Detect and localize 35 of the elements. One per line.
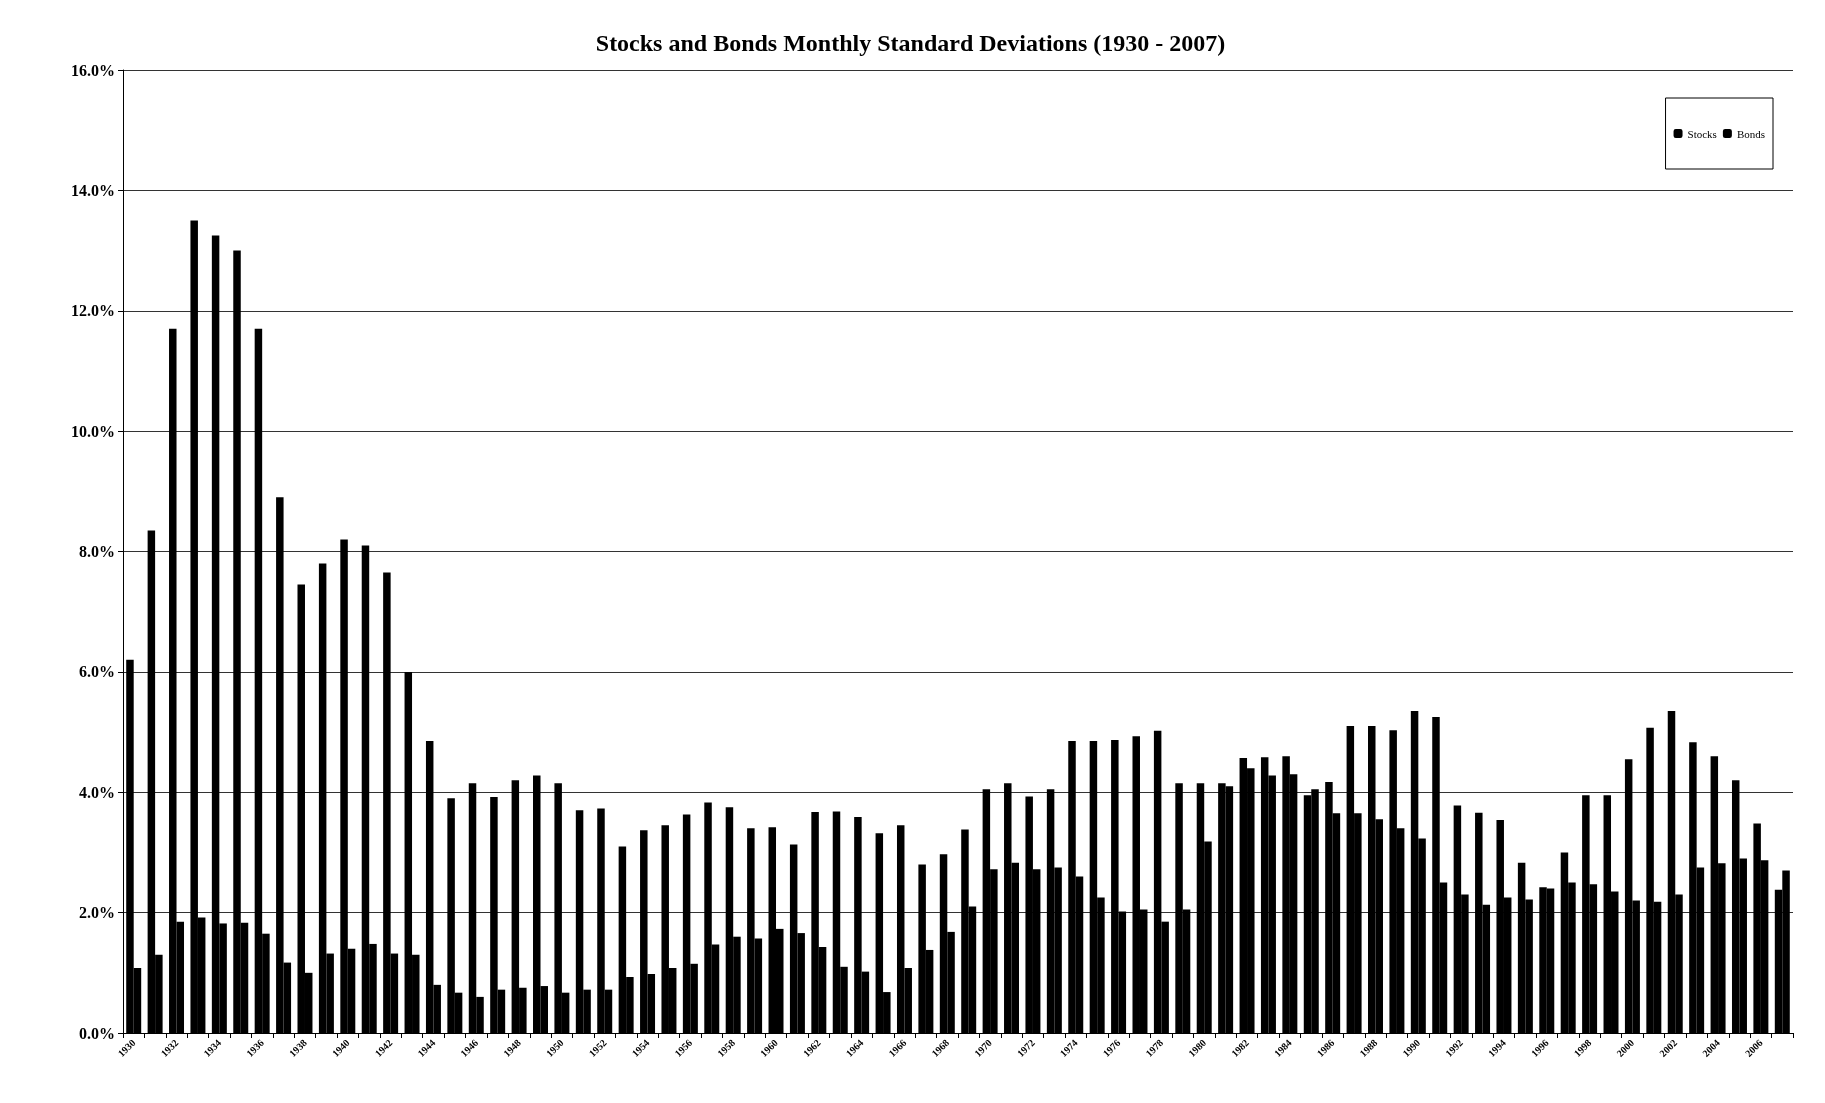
x-tick-label: 1980	[1186, 1037, 1209, 1060]
x-tick-label: 1972	[1014, 1037, 1037, 1060]
x-tick-label: 1986	[1314, 1037, 1337, 1060]
x-tick-label: 1966	[886, 1037, 909, 1060]
x-tick-label: 1988	[1357, 1037, 1380, 1060]
y-tick-label: 0.0%	[79, 1024, 115, 1042]
y-tick-label: 16.0%	[71, 61, 115, 79]
x-tick-label: 1960	[758, 1037, 780, 1060]
y-tick-label: 12.0%	[71, 302, 115, 320]
y-tick-label: 14.0%	[71, 181, 115, 199]
x-tick-label: 1976	[1100, 1037, 1123, 1060]
x-tick-label: 1982	[1229, 1037, 1251, 1060]
legend-label: Stocks	[1687, 127, 1717, 140]
x-tick-label: 1932	[158, 1037, 181, 1060]
legend-label: Bonds	[1736, 127, 1766, 140]
x-tick-label: 1952	[586, 1037, 609, 1060]
y-tick-label: 4.0%	[79, 783, 115, 801]
x-tick-label: 1984	[1271, 1037, 1294, 1060]
x-tick-label: 1970	[972, 1037, 995, 1060]
x-tick-label: 1950	[543, 1037, 566, 1060]
x-tick-label: 1992	[1443, 1037, 1466, 1060]
y-tick-label: 8.0%	[79, 543, 115, 560]
x-tick-label: 2002	[1657, 1037, 1680, 1060]
x-tick-label: 1998	[1571, 1037, 1594, 1060]
x-tick-label: 1942	[372, 1037, 395, 1060]
x-tick-label: 1974	[1057, 1037, 1080, 1060]
y-tick-label: 10.0%	[71, 422, 115, 440]
x-tick-label: 1940	[329, 1037, 352, 1060]
x-tick-label: 2000	[1614, 1037, 1637, 1060]
y-tick-label: 6.0%	[79, 663, 115, 681]
x-tick-label: 1990	[1400, 1037, 1423, 1060]
chart-title: Stocks and Bonds Monthly Standard Deviations (1930 - 2007)	[595, 30, 1226, 56]
y-tick-label: 2.0%	[79, 904, 115, 922]
x-tick-label: 1930	[115, 1037, 138, 1060]
x-tick-label: 1962	[800, 1037, 823, 1060]
